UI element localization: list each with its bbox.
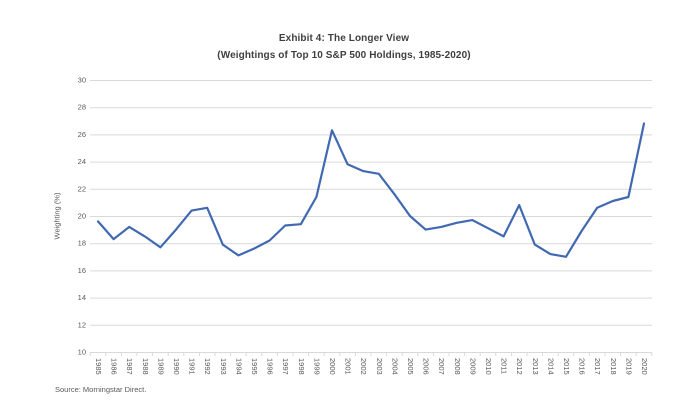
y-tick-label: 22 [78, 184, 86, 193]
y-tick-label: 28 [78, 103, 86, 112]
x-tick-label: 1986 [110, 358, 119, 375]
x-tick-label: 1990 [172, 358, 181, 375]
y-tick-label: 26 [78, 130, 86, 139]
x-tick-label: 2004 [390, 358, 399, 375]
x-tick-label: 1993 [219, 358, 228, 375]
x-tick-label: 2019 [624, 358, 633, 375]
y-tick-label: 14 [78, 293, 86, 302]
chart-title: Exhibit 4: The Longer View [278, 33, 410, 44]
x-tick-label: 2016 [578, 358, 587, 375]
y-tick-label: 30 [78, 76, 86, 85]
x-tick-label: 2003 [375, 358, 384, 375]
x-tick-label: 2015 [562, 358, 571, 375]
x-tick-label: 2020 [640, 358, 649, 375]
x-tick-label: 2011 [500, 358, 509, 374]
y-tick-label: 10 [78, 348, 86, 357]
x-tick-label: 2017 [593, 358, 602, 375]
gridlines [90, 80, 652, 353]
x-tick-label: 2009 [468, 358, 477, 375]
x-tick-label: 1987 [125, 358, 134, 375]
x-tick-label: 1997 [281, 358, 290, 375]
y-tick-label: 20 [78, 212, 86, 221]
y-tick-label: 16 [78, 266, 86, 275]
x-tick-label: 1989 [156, 358, 165, 375]
x-tick-label: 1998 [297, 358, 306, 375]
x-tick-label: 2005 [406, 358, 415, 375]
y-tick-label: 24 [78, 157, 86, 166]
x-tick-label: 2002 [359, 358, 368, 375]
x-tick-label: 1999 [312, 358, 321, 375]
source-note: Source: Morningstar Direct. [55, 385, 147, 394]
x-tick-label: 1996 [266, 358, 275, 375]
data-line-top10-weighting [96, 122, 646, 258]
x-tick-label: 2010 [484, 358, 493, 375]
x-tick-label: 2008 [453, 358, 462, 375]
x-tick-label: 1988 [141, 358, 150, 375]
x-tick-label: 2018 [609, 358, 618, 375]
chart-subtitle: (Weightings of Top 10 S&P 500 Holdings, … [217, 50, 471, 61]
x-axis-ticks [89, 352, 653, 356]
x-tick-label: 1992 [203, 358, 212, 375]
x-tick-label: 2006 [422, 358, 431, 375]
x-tick-label: 1995 [250, 358, 259, 375]
x-tick-label: 2001 [344, 358, 353, 375]
y-tick-label: 18 [78, 239, 86, 248]
x-tick-label: 2000 [328, 358, 337, 375]
x-tick-label: 2007 [437, 358, 446, 375]
x-tick-label: 2012 [515, 358, 524, 375]
x-tick-label: 1985 [94, 358, 103, 375]
x-tick-label: 2014 [546, 358, 555, 375]
x-tick-label: 1994 [234, 358, 243, 375]
y-tick-label: 12 [78, 320, 86, 329]
x-tick-label: 1991 [188, 358, 197, 375]
y-axis-labels: 10 12 14 16 18 20 22 24 26 28 30 [78, 76, 86, 357]
x-axis-labels: 1985 1986 1987 1988 1989 1990 1991 1992 1993 1994… [94, 358, 649, 375]
x-tick-label: 2013 [531, 358, 540, 375]
